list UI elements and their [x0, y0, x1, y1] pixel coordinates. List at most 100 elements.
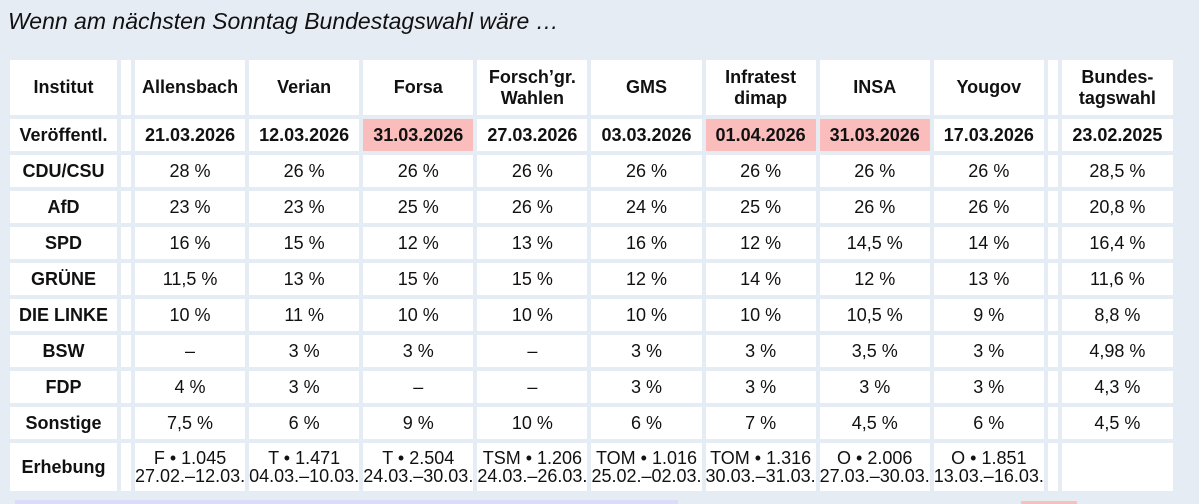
spacer-cell [1047, 191, 1058, 223]
poll-value: – [363, 371, 474, 403]
institute-infratest-dimap[interactable]: Infratest dimap [705, 60, 816, 115]
survey-method-sample: T • 1.471 [268, 448, 341, 468]
election-result: 4,3 % [1061, 371, 1173, 403]
spacer-cell [1047, 335, 1058, 367]
poll-value: 26 % [477, 155, 588, 187]
election-result: 8,8 % [1061, 299, 1173, 331]
election-column-header[interactable]: Bundes-tagswahl [1061, 60, 1173, 115]
poll-value: 28 % [135, 155, 246, 187]
poll-value: 25 % [363, 191, 474, 223]
row-label: Erhebung [10, 443, 117, 491]
institute-name-line2: dimap [734, 87, 788, 108]
party-row-gruene: GRÜNE 11,5 % 13 % 15 % 15 % 12 % 14 % 12… [10, 263, 1173, 295]
poll-value: 26 % [933, 155, 1044, 187]
poll-value: 11,5 % [135, 263, 246, 295]
spacer-cell [121, 371, 131, 403]
spacer-cell [121, 119, 131, 151]
election-result: 28,5 % [1061, 155, 1173, 187]
party-row-spd: SPD 16 % 15 % 12 % 13 % 16 % 12 % 14,5 %… [10, 227, 1173, 259]
poll-value: 6 % [249, 407, 360, 439]
poll-value: 12 % [591, 263, 702, 295]
poll-value: 10 % [477, 407, 588, 439]
spacer-cell [121, 407, 131, 439]
election-result: 4,5 % [1061, 407, 1173, 439]
poll-value: 10,5 % [819, 299, 930, 331]
spacer-cell [121, 155, 131, 187]
survey-info: TSM • 1.206 24.03.–26.03. [477, 443, 588, 491]
spacer-cell [121, 443, 131, 491]
party-row-die-linke: DIE LINKE 10 % 11 % 10 % 10 % 10 % 10 % … [10, 299, 1173, 331]
poll-value: 26 % [363, 155, 474, 187]
poll-value: 3 % [591, 335, 702, 367]
party-row-afd: AfD 23 % 23 % 25 % 26 % 24 % 25 % 26 % 2… [10, 191, 1173, 223]
survey-method-sample: O • 2.006 [837, 448, 913, 468]
institute-name-line1: Forsch’gr. [488, 66, 576, 87]
published-date: 27.03.2026 [477, 119, 588, 151]
institute-forsa[interactable]: Forsa [363, 60, 474, 115]
published-row: Veröffentl. 21.03.2026 12.03.2026 31.03.… [10, 119, 1173, 151]
survey-period: 13.03.–16.03. [933, 466, 1044, 486]
poll-value: – [135, 335, 246, 367]
party-label: FDP [10, 371, 117, 403]
poll-value: 13 % [477, 227, 588, 259]
poll-value: 15 % [363, 263, 474, 295]
poll-value: 12 % [819, 263, 930, 295]
spacer-cell [1047, 407, 1058, 439]
poll-value: 14,5 % [819, 227, 930, 259]
poll-value: 15 % [477, 263, 588, 295]
party-label: AfD [10, 191, 117, 223]
corner-label: Institut [10, 60, 117, 115]
spacer-cell [1047, 263, 1058, 295]
poll-value: 3 % [363, 335, 474, 367]
poll-value: 10 % [591, 299, 702, 331]
survey-method-sample: F • 1.045 [153, 448, 227, 468]
institute-insa[interactable]: INSA [819, 60, 930, 115]
poll-value: – [477, 335, 588, 367]
published-date-highlighted: 01.04.2026 [705, 119, 816, 151]
institute-name-line2: Wahlen [500, 87, 565, 108]
election-result: 4,98 % [1061, 335, 1173, 367]
spacer-cell [1047, 299, 1058, 331]
published-date: 03.03.2026 [591, 119, 702, 151]
poll-value: 26 % [477, 191, 588, 223]
poll-value: 12 % [705, 227, 816, 259]
survey-info-empty [1061, 443, 1173, 491]
institute-gms[interactable]: GMS [591, 60, 702, 115]
poll-value: 10 % [363, 299, 474, 331]
poll-value: 10 % [477, 299, 588, 331]
election-result: 20,8 % [1061, 191, 1173, 223]
spacer-cell [121, 227, 131, 259]
institute-name-line1: Infratest [725, 66, 797, 87]
poll-value: 7 % [705, 407, 816, 439]
published-date-highlighted: 31.03.2026 [363, 119, 474, 151]
party-row-cdu-csu: CDU/CSU 28 % 26 % 26 % 26 % 26 % 26 % 26… [10, 155, 1173, 187]
spacer-cell [1047, 227, 1058, 259]
survey-period: 04.03.–10.03. [249, 466, 360, 486]
institute-verian[interactable]: Verian [249, 60, 360, 115]
published-date: 17.03.2026 [933, 119, 1044, 151]
institute-forschungsgruppe-wahlen[interactable]: Forsch’gr. Wahlen [477, 60, 588, 115]
poll-value: 26 % [819, 191, 930, 223]
spacer-cell [121, 191, 131, 223]
survey-info: TOM • 1.016 25.02.–02.03. [591, 443, 702, 491]
institute-allensbach[interactable]: Allensbach [135, 60, 246, 115]
spacer-cell [121, 335, 131, 367]
spacer-cell [121, 299, 131, 331]
party-label: CDU/CSU [10, 155, 117, 187]
institute-yougov[interactable]: Yougov [933, 60, 1044, 115]
poll-value: 11 % [249, 299, 360, 331]
poll-value: 3 % [249, 371, 360, 403]
party-label: DIE LINKE [10, 299, 117, 331]
poll-value: – [477, 371, 588, 403]
survey-period: 24.03.–30.03. [363, 466, 474, 486]
poll-value: 4 % [135, 371, 246, 403]
bottom-banner-partial [15, 500, 678, 504]
party-label: Sonstige [10, 407, 117, 439]
survey-period: 25.02.–02.03. [591, 466, 702, 486]
election-date: 23.02.2025 [1061, 119, 1173, 151]
spacer-cell [121, 263, 131, 295]
spacer-cell [1047, 60, 1058, 115]
survey-method-sample: TSM • 1.206 [482, 448, 583, 468]
election-header-line1: Bundes- [1081, 66, 1154, 87]
poll-value: 26 % [819, 155, 930, 187]
